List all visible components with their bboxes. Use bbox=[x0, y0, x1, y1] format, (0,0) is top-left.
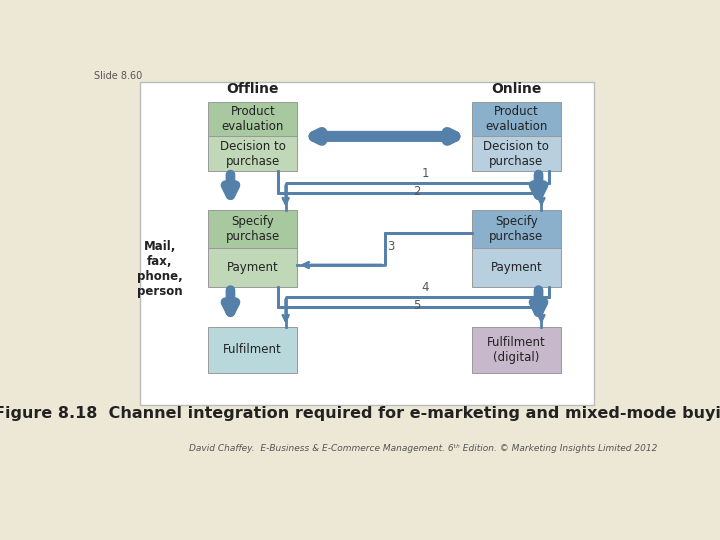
Text: Mail,
fax,
phone,
person: Mail, fax, phone, person bbox=[137, 240, 183, 298]
Text: Specify
purchase: Specify purchase bbox=[489, 215, 544, 243]
FancyBboxPatch shape bbox=[472, 102, 561, 137]
Text: 5: 5 bbox=[413, 299, 421, 312]
Text: Payment: Payment bbox=[227, 261, 279, 274]
FancyBboxPatch shape bbox=[140, 82, 594, 405]
Text: Product
evaluation: Product evaluation bbox=[485, 105, 547, 133]
Text: Offline: Offline bbox=[227, 83, 279, 97]
FancyBboxPatch shape bbox=[208, 248, 297, 287]
Text: Specify
purchase: Specify purchase bbox=[225, 215, 280, 243]
Text: Decision to
purchase: Decision to purchase bbox=[220, 140, 286, 168]
Text: 3: 3 bbox=[387, 240, 395, 253]
FancyBboxPatch shape bbox=[472, 137, 561, 171]
Text: Fulfilment
(digital): Fulfilment (digital) bbox=[487, 336, 546, 364]
Text: 4: 4 bbox=[421, 281, 429, 294]
FancyBboxPatch shape bbox=[472, 327, 561, 373]
Text: Figure 8.18  Channel integration required for e-marketing and mixed-mode buying: Figure 8.18 Channel integration required… bbox=[0, 406, 720, 421]
Text: Decision to
purchase: Decision to purchase bbox=[483, 140, 549, 168]
FancyBboxPatch shape bbox=[208, 137, 297, 171]
Text: Product
evaluation: Product evaluation bbox=[222, 105, 284, 133]
Text: Slide 8.60: Slide 8.60 bbox=[94, 71, 142, 81]
Text: 2: 2 bbox=[413, 185, 421, 198]
Text: David Chaffey.  E-Business & E-Commerce Management. 6ᵗʰ Edition. © Marketing Ins: David Chaffey. E-Business & E-Commerce M… bbox=[189, 444, 657, 453]
Text: 1: 1 bbox=[421, 167, 429, 180]
FancyBboxPatch shape bbox=[472, 210, 561, 248]
Text: Fulfilment: Fulfilment bbox=[223, 343, 282, 356]
FancyBboxPatch shape bbox=[208, 210, 297, 248]
Text: Online: Online bbox=[491, 83, 541, 97]
Text: Payment: Payment bbox=[490, 261, 542, 274]
FancyBboxPatch shape bbox=[208, 327, 297, 373]
FancyBboxPatch shape bbox=[472, 248, 561, 287]
FancyBboxPatch shape bbox=[208, 102, 297, 137]
